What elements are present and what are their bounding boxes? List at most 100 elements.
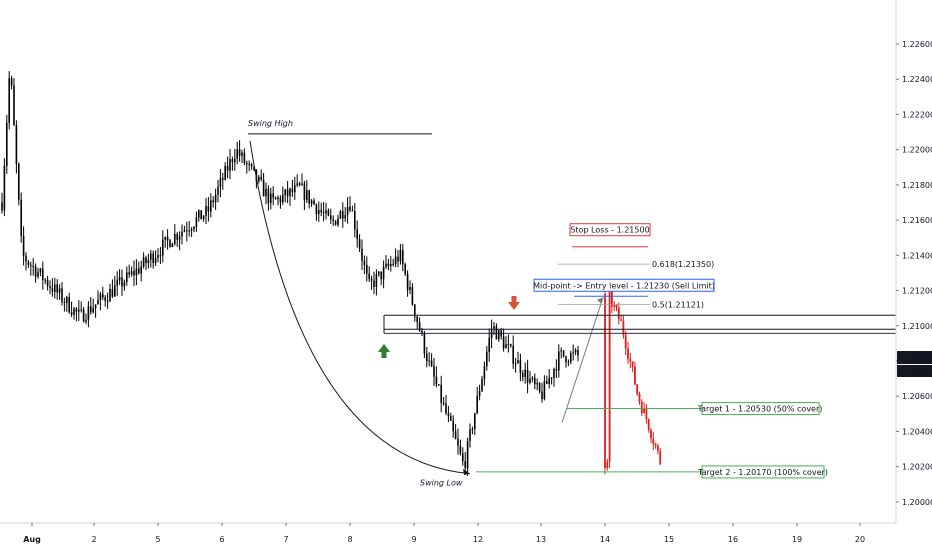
candle-body bbox=[51, 287, 54, 292]
candle-body bbox=[152, 253, 154, 263]
candle bbox=[49, 280, 51, 295]
candle-body bbox=[39, 268, 42, 273]
candle bbox=[531, 376, 534, 383]
candle bbox=[474, 412, 476, 436]
candle bbox=[459, 439, 462, 456]
projected-candle bbox=[617, 302, 620, 325]
candle-body bbox=[102, 293, 104, 298]
candle bbox=[265, 182, 267, 205]
candle-body bbox=[291, 188, 294, 193]
candle-body bbox=[519, 360, 522, 374]
candle bbox=[399, 243, 402, 265]
candle-body bbox=[361, 248, 363, 261]
y-tick-label: 1.21200 bbox=[902, 287, 932, 296]
projected-candle bbox=[643, 402, 645, 414]
candle-body bbox=[510, 344, 512, 346]
candle-body bbox=[138, 268, 140, 274]
candle-body bbox=[478, 391, 481, 396]
candle-body bbox=[145, 257, 147, 264]
projected-candle bbox=[624, 330, 627, 356]
candle-body bbox=[186, 230, 188, 232]
candle bbox=[202, 214, 205, 222]
candle bbox=[123, 279, 126, 291]
candle-body bbox=[248, 163, 250, 165]
candle-body bbox=[34, 266, 37, 277]
x-axis-background bbox=[0, 524, 896, 550]
projected-candle-body bbox=[608, 291, 611, 462]
candle bbox=[447, 406, 450, 423]
projected-candle bbox=[629, 353, 632, 369]
candle-body bbox=[25, 255, 27, 262]
candle-body bbox=[37, 272, 39, 277]
candle-body bbox=[313, 200, 315, 205]
candle bbox=[502, 328, 505, 352]
candle-body bbox=[298, 183, 301, 186]
candle-body bbox=[457, 438, 459, 446]
candle-body bbox=[462, 453, 464, 462]
candle-body bbox=[154, 257, 157, 263]
candle-body bbox=[27, 261, 30, 265]
candle-body bbox=[20, 199, 22, 236]
candle-body bbox=[44, 279, 46, 281]
candle bbox=[272, 186, 274, 206]
candle bbox=[493, 322, 495, 336]
candle bbox=[452, 415, 454, 438]
candle bbox=[577, 345, 579, 362]
candle-body bbox=[358, 239, 361, 249]
projection-arrowhead bbox=[597, 297, 603, 304]
y-tick-label: 1.21400 bbox=[902, 251, 932, 260]
candle-body bbox=[373, 280, 375, 287]
stop-loss-label: Stop Loss - 1.21500 bbox=[570, 226, 649, 235]
candle-body bbox=[63, 301, 66, 304]
candle-body bbox=[157, 255, 159, 258]
candle-body bbox=[238, 149, 241, 156]
candle bbox=[1, 192, 3, 214]
candle-body bbox=[193, 226, 195, 230]
candle-body bbox=[190, 229, 193, 231]
candle-body bbox=[399, 249, 402, 262]
candle bbox=[562, 350, 565, 358]
swing-high-label: Swing High bbox=[248, 119, 293, 128]
candle bbox=[327, 208, 330, 217]
x-tick-label: 9 bbox=[411, 535, 416, 544]
last-price-badge bbox=[897, 350, 932, 364]
candle-body bbox=[308, 190, 310, 204]
candle bbox=[404, 262, 406, 277]
swing-curve-arrowhead bbox=[463, 468, 470, 475]
candle bbox=[188, 220, 190, 237]
candle bbox=[534, 373, 536, 390]
candle bbox=[476, 386, 478, 415]
candle-body bbox=[111, 289, 114, 297]
candle bbox=[351, 205, 354, 212]
candle bbox=[106, 292, 109, 309]
candle bbox=[130, 266, 133, 277]
candle bbox=[495, 323, 498, 340]
candle-body bbox=[459, 445, 462, 454]
candle bbox=[387, 258, 390, 271]
candle-body bbox=[363, 260, 366, 265]
candle bbox=[378, 271, 380, 277]
candle-body bbox=[486, 351, 488, 367]
candle bbox=[358, 234, 361, 253]
candle-body bbox=[130, 270, 133, 275]
candle-body bbox=[426, 353, 428, 362]
candle bbox=[370, 275, 373, 290]
candle-body bbox=[339, 211, 342, 219]
candle bbox=[258, 175, 260, 184]
candle bbox=[121, 269, 123, 296]
candle bbox=[246, 160, 248, 174]
y-tick-label: 1.21800 bbox=[902, 181, 932, 190]
candle bbox=[147, 253, 150, 269]
candle bbox=[380, 271, 382, 286]
candle bbox=[222, 172, 224, 190]
down-arrow-icon bbox=[508, 296, 520, 310]
candle-body bbox=[438, 384, 440, 386]
projected-candle-body bbox=[617, 307, 620, 320]
candle-body bbox=[207, 206, 210, 212]
candle-body bbox=[469, 429, 471, 441]
candle-body bbox=[22, 235, 25, 256]
candle-body bbox=[94, 304, 97, 309]
candle-body bbox=[70, 312, 73, 315]
candle-body bbox=[258, 176, 260, 182]
